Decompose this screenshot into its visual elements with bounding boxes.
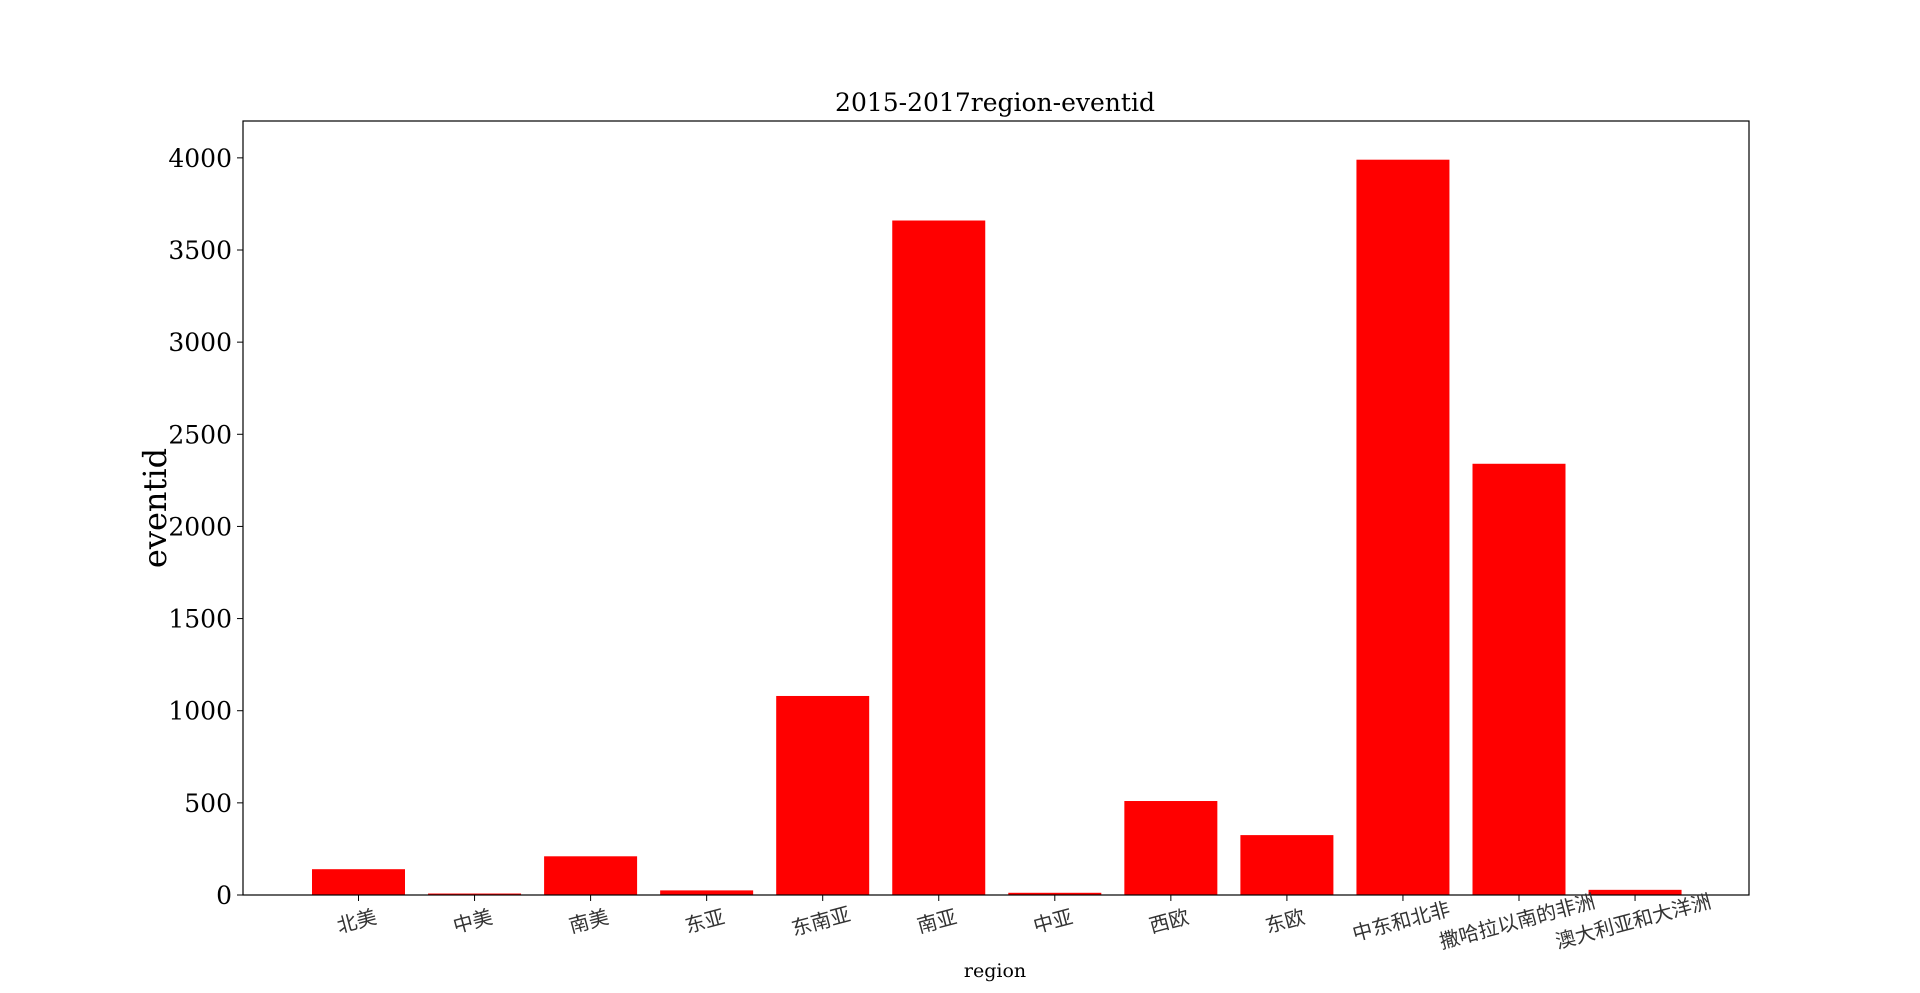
- y-axis-label: eventid: [136, 448, 174, 568]
- y-tick-label: 500: [184, 789, 232, 818]
- y-tick-label: 3500: [168, 236, 232, 265]
- bars-group: [312, 159, 1682, 895]
- x-tick-label: 东欧: [1263, 904, 1308, 938]
- bar-7: [1124, 801, 1218, 895]
- y-tick-label: 4000: [168, 144, 232, 173]
- bar-8: [1240, 835, 1334, 895]
- y-tick-label: 1500: [168, 605, 232, 634]
- x-tick-label: 南亚: [915, 904, 960, 938]
- x-tick-label: 中亚: [1031, 904, 1076, 938]
- y-tick-label: 1000: [168, 697, 232, 726]
- y-tick-label: 2000: [168, 512, 232, 541]
- bar-4: [776, 695, 870, 895]
- x-tick-label: 南美: [566, 904, 611, 938]
- y-tick-label: 0: [216, 881, 232, 910]
- bar-10: [1472, 463, 1566, 895]
- bar-3: [660, 890, 754, 895]
- y-axis: 0 500 1000 1500 2000 2500 3000 3500 4000: [168, 144, 243, 910]
- bar-6: [1008, 892, 1102, 895]
- chart-title: 2015-2017region-eventid: [835, 88, 1155, 117]
- x-tick-label: 中东和北非: [1350, 897, 1453, 946]
- bar-5: [892, 220, 986, 895]
- x-axis-label: region: [964, 960, 1026, 982]
- x-tick-label: 东南亚: [789, 902, 853, 941]
- x-tick-label: 北美: [334, 904, 379, 938]
- bar-11: [1588, 889, 1682, 895]
- bar-0: [312, 869, 405, 895]
- bar-1: [428, 893, 522, 895]
- x-tick-label: 中美: [450, 904, 495, 938]
- plot-frame: [242, 120, 1750, 896]
- y-tick-label: 3000: [168, 328, 232, 357]
- bar-2: [544, 856, 638, 895]
- bar-9: [1356, 159, 1450, 895]
- x-tick-label: 东亚: [682, 904, 727, 938]
- x-tick-label: 西欧: [1147, 904, 1192, 938]
- y-tick-label: 2500: [168, 420, 232, 449]
